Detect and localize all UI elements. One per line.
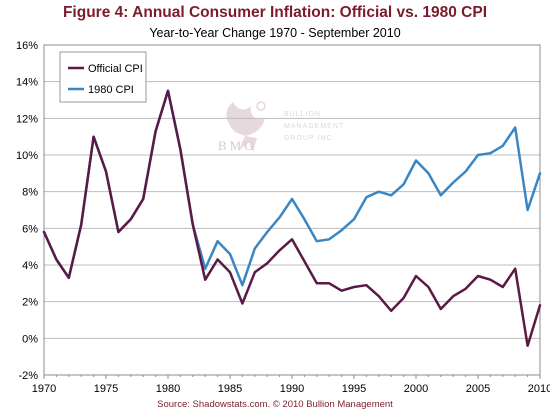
y-tick-label: 10% — [16, 150, 38, 162]
series-group — [42, 89, 542, 347]
x-tick-label: 1970 — [32, 383, 56, 395]
watermark-line: MANAGEMENT — [284, 123, 344, 130]
y-tick-label: 0% — [22, 333, 38, 345]
y-tick-label: 2% — [22, 297, 38, 309]
series-line-1980-cpi — [42, 89, 542, 287]
legend-box — [59, 51, 147, 103]
y-tick-label: 14% — [16, 77, 38, 89]
x-tick-label: 2005 — [466, 383, 490, 395]
x-tick-label: 1985 — [218, 383, 242, 395]
chart-title: Figure 4: Annual Consumer Inflation: Off… — [62, 4, 488, 21]
y-tick-label: 6% — [22, 223, 38, 235]
x-tick-label: 1990 — [280, 383, 304, 395]
watermark: BMG BULLION MANAGEMENT GROUP INC — [218, 101, 344, 153]
x-tick-label: 2000 — [404, 383, 428, 395]
y-tick-label: 8% — [22, 187, 38, 199]
x-tick-label: 1980 — [156, 383, 180, 395]
x-tick-label: 2010 — [528, 383, 550, 395]
legend-label-official: Official CPI — [88, 63, 143, 75]
y-tick-label: 12% — [16, 113, 38, 125]
legend: Official CPI 1980 CPI — [59, 51, 147, 103]
x-tick-label: 1975 — [94, 383, 118, 395]
griffin-logo-icon — [226, 101, 266, 152]
y-tick-label: 4% — [22, 260, 38, 272]
watermark-logo-text: BMG — [218, 138, 257, 153]
chart-subtitle: Year-to-Year Change 1970 - September 201… — [149, 26, 401, 40]
series-line-official-cpi — [42, 89, 542, 347]
axes: -2% 0% 2% 4% 6% 8% 10% 12% 14% 16% 1970 1975 1980 198… — [16, 40, 550, 395]
watermark-line: BULLION — [284, 111, 321, 118]
legend-label-1980: 1980 CPI — [88, 84, 134, 96]
x-tick-label: 1995 — [342, 383, 366, 395]
source-note: Source: Shadowstats.com. © 2010 Bullion … — [157, 399, 393, 410]
y-tick-label: -2% — [18, 370, 38, 382]
y-tick-label: 16% — [16, 40, 38, 52]
watermark-line: GROUP INC — [284, 135, 333, 142]
